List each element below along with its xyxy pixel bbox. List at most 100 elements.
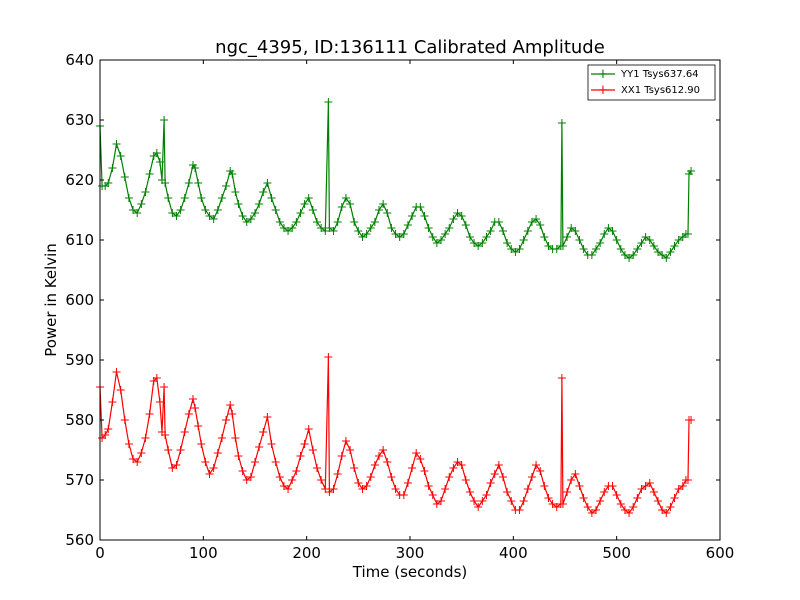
data-point-yy1	[519, 236, 528, 244]
data-point-xx1	[313, 464, 321, 472]
data-point-xx1	[184, 410, 193, 418]
data-point-xx1	[620, 506, 629, 514]
data-point-yy1	[461, 221, 470, 229]
data-point-yy1	[116, 152, 125, 160]
data-point-yy1	[201, 206, 210, 214]
data-point-yy1	[191, 164, 200, 172]
data-point-yy1	[251, 209, 259, 217]
data-point-xx1	[637, 485, 646, 493]
x-axis-title: Time (seconds)	[352, 563, 468, 581]
data-point-xx1	[575, 482, 584, 490]
data-point-yy1	[532, 215, 541, 223]
data-point-xx1	[296, 452, 305, 460]
data-point-yy1	[587, 251, 596, 259]
data-point-yy1	[141, 188, 150, 196]
data-point-xx1	[226, 401, 235, 409]
data-point-yy1	[133, 209, 142, 217]
data-point-yy1	[575, 236, 584, 244]
data-point-xx1	[137, 449, 146, 457]
data-point-xx1	[536, 467, 545, 475]
data-point-xx1	[674, 485, 683, 493]
data-point-yy1	[494, 218, 503, 226]
data-point-yy1	[296, 209, 305, 217]
data-point-yy1	[387, 224, 396, 232]
data-point-yy1	[453, 209, 462, 217]
data-point-xx1	[445, 473, 454, 481]
data-point-xx1	[453, 458, 462, 466]
data-point-xx1	[168, 464, 177, 472]
data-point-xx1	[503, 488, 512, 496]
data-point-xx1	[670, 494, 679, 502]
data-point-yy1	[403, 221, 412, 229]
data-point-xx1	[383, 458, 392, 466]
data-point-xx1	[612, 491, 621, 499]
data-point-xx1	[155, 398, 164, 406]
data-point-yy1	[420, 212, 429, 220]
data-point-yy1	[341, 194, 350, 202]
data-point-yy1	[242, 218, 251, 226]
data-point-yy1	[197, 194, 206, 202]
data-point-xx1	[441, 485, 450, 493]
data-point-xx1	[263, 413, 272, 421]
data-point-yy1	[552, 245, 561, 253]
data-point-xx1	[194, 422, 203, 430]
data-point-yy1	[511, 248, 520, 256]
data-point-xx1	[180, 428, 189, 436]
data-point-xx1	[379, 446, 388, 454]
data-point-yy1	[391, 230, 400, 238]
data-point-xx1	[358, 485, 367, 493]
data-point-yy1	[317, 224, 326, 232]
data-point-yy1	[612, 236, 621, 244]
data-point-yy1	[313, 218, 321, 226]
data-point-xx1	[666, 503, 675, 511]
data-point-xx1	[329, 485, 338, 493]
data-point-yy1	[474, 242, 483, 250]
data-point-yy1	[579, 245, 588, 253]
data-point-yy1	[604, 224, 613, 232]
data-point-yy1	[654, 248, 662, 256]
y-tick-label: 600	[65, 291, 94, 309]
data-point-yy1	[120, 173, 129, 181]
data-point-yy1	[184, 179, 193, 187]
data-point-yy1	[478, 239, 487, 247]
data-point-xx1	[600, 488, 609, 496]
data-point-xx1	[189, 395, 197, 403]
data-point-yy1	[641, 233, 650, 241]
data-point-yy1	[571, 227, 580, 235]
series-layer	[96, 98, 696, 517]
data-point-xx1	[275, 473, 284, 481]
data-point-yy1	[486, 227, 495, 235]
data-point-yy1	[567, 224, 576, 232]
data-point-yy1	[408, 212, 417, 220]
data-point-xx1	[161, 431, 170, 439]
x-tick-label: 200	[292, 544, 321, 562]
data-point-xx1	[399, 491, 408, 499]
data-point-xx1	[424, 482, 433, 490]
data-point-xx1	[108, 398, 117, 406]
data-point-yy1	[164, 194, 173, 202]
data-point-xx1	[284, 485, 293, 493]
data-point-yy1	[600, 230, 609, 238]
data-point-xx1	[645, 479, 654, 487]
data-point-xx1	[346, 446, 355, 454]
data-point-xx1	[649, 488, 658, 496]
legend-label-xx1: XX1 Tsys612.90	[621, 85, 700, 96]
data-point-yy1	[507, 245, 516, 253]
data-point-xx1	[579, 494, 588, 502]
data-point-yy1	[255, 200, 264, 208]
data-point-yy1	[234, 200, 243, 208]
y-tick-label: 560	[65, 531, 94, 549]
data-point-xx1	[478, 497, 487, 505]
data-point-yy1	[563, 233, 572, 241]
data-point-yy1	[674, 236, 683, 244]
data-point-xx1	[375, 452, 383, 460]
data-point-yy1	[222, 182, 231, 190]
data-point-xx1	[354, 479, 363, 487]
x-tick-label: 100	[189, 544, 218, 562]
data-point-yy1	[333, 218, 342, 226]
data-point-yy1	[161, 179, 170, 187]
data-point-xx1	[654, 497, 662, 505]
data-point-xx1	[112, 368, 121, 376]
data-point-yy1	[337, 203, 346, 211]
data-point-xx1	[571, 470, 580, 478]
